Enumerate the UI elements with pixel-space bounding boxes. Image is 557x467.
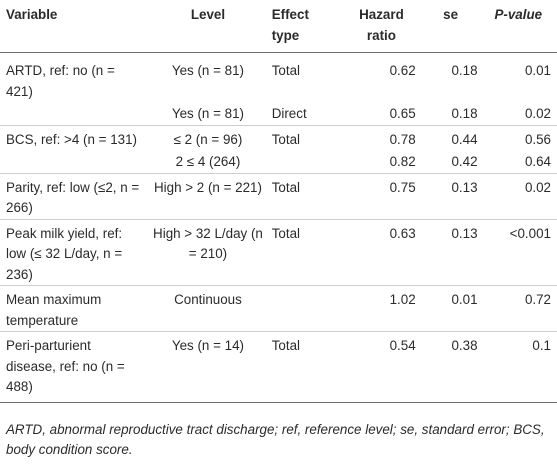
header-row: Variable Level Effect type Hazard ratio … (0, 0, 557, 53)
cell-level: Yes (n = 81) (171, 106, 244, 121)
header-level: Level (190, 7, 226, 22)
cell-effect-type: Direct (271, 106, 307, 121)
cell-se: 0.01 (451, 292, 478, 307)
table-row: Peak milk yield, ref: low (≤ 32 L/day, n… (0, 219, 557, 286)
cell-se: 0.44 (451, 131, 478, 147)
cell-hazard-ratio: 0.82 (389, 154, 416, 169)
cell-p-value: 0.56 (524, 131, 551, 147)
cell-hazard-ratio: 0.54 (389, 338, 416, 353)
cell-p-value: <0.001 (509, 225, 551, 241)
cell-effect-type (268, 286, 344, 332)
cell-hazard-ratio: 0.65 (389, 106, 416, 121)
cell-effect-type (268, 150, 344, 173)
header-variable: Variable (6, 7, 58, 22)
table-row: Mean maximum temperature Continuous 1.02… (0, 285, 557, 332)
table-row: ARTD, ref: no (n = 421) Yes (n = 81) Tot… (0, 53, 557, 103)
cell-level: High > 2 (n = 221) (153, 179, 262, 195)
table-footnote: ARTD, abnormal reproductive tract discha… (6, 422, 545, 457)
header-hazard-ratio: Hazard ratio (359, 7, 404, 43)
table-row: Parity, ref: low (≤2, n = 266) High > 2 … (0, 173, 557, 219)
table-row: BCS, ref: >4 (n = 131) ≤ 2 (n = 96) Tota… (0, 125, 557, 150)
cell-variable: Mean maximum temperature (6, 292, 102, 328)
cell-p-value: 0.72 (524, 292, 551, 307)
cell-effect-type: Total (271, 131, 300, 147)
cell-se: 0.18 (451, 106, 478, 121)
cell-level: Yes (n = 14) (171, 338, 244, 353)
cell-variable: Peri-parturient disease, ref: no (n = 48… (6, 338, 125, 394)
cell-level: Yes (n = 81) (171, 63, 244, 78)
cell-level: High > 32 L/day (n = 210) (153, 225, 263, 262)
cell-se: 0.42 (451, 154, 478, 169)
header-p-value: P-value (494, 7, 543, 22)
cell-p-value: 0.64 (524, 154, 551, 169)
cell-effect-type: Total (271, 179, 300, 195)
cell-variable: BCS, ref: >4 (n = 131) (6, 131, 137, 147)
header-effect-type: Effect type (271, 7, 309, 43)
cell-se: 0.13 (451, 179, 478, 195)
cell-p-value: 0.02 (524, 106, 551, 121)
cell-p-value: 0.01 (524, 63, 551, 78)
cell-hazard-ratio: 1.02 (389, 292, 416, 307)
cell-level: Continuous (174, 292, 242, 307)
header-se: se (443, 7, 459, 22)
cell-level: 2 ≤ 4 (264) (175, 154, 241, 169)
cell-se: 0.18 (451, 63, 478, 78)
cell-variable: ARTD, ref: no (n = 421) (6, 63, 115, 99)
table-row: 2 ≤ 4 (264) 0.82 0.42 0.64 (0, 150, 557, 173)
cell-variable (0, 102, 148, 125)
cell-hazard-ratio: 0.75 (389, 179, 416, 195)
cell-p-value: 0.1 (532, 338, 551, 353)
hazard-ratio-table: Variable Level Effect type Hazard ratio … (0, 0, 557, 402)
cell-se: 0.13 (451, 225, 478, 241)
cell-effect-type: Total (271, 225, 300, 241)
cell-effect-type: Total (271, 63, 300, 78)
table-row: Yes (n = 81) Direct 0.65 0.18 0.02 (0, 102, 557, 125)
cell-hazard-ratio: 0.63 (389, 225, 416, 241)
cell-variable (0, 150, 148, 173)
table-row: Peri-parturient disease, ref: no (n = 48… (0, 331, 557, 402)
cell-effect-type: Total (271, 338, 300, 353)
cell-se: 0.38 (451, 338, 478, 353)
cell-variable: Peak milk yield, ref: low (≤ 32 L/day, n… (6, 225, 123, 282)
cell-level: ≤ 2 (n = 96) (173, 131, 243, 147)
cell-variable: Parity, ref: low (≤2, n = 266) (6, 179, 140, 216)
cell-p-value: 0.02 (524, 179, 551, 195)
cell-hazard-ratio: 0.78 (389, 131, 416, 147)
cell-hazard-ratio: 0.62 (389, 63, 416, 78)
